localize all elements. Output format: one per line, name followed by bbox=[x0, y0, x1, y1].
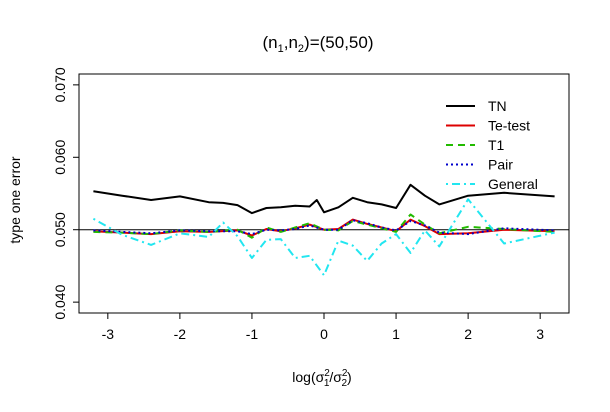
series-line-tn bbox=[93, 183, 555, 215]
x-tick-label: 3 bbox=[536, 326, 544, 342]
series-line-t1 bbox=[93, 213, 555, 239]
series-line-pair bbox=[93, 219, 555, 236]
legend-label-general: General bbox=[488, 176, 538, 192]
legend-label-t1: T1 bbox=[488, 137, 505, 153]
x-axis-label: log(σ2 1/σ2 2) bbox=[292, 368, 351, 389]
chart-title: (n1,n2)=(50,50) bbox=[262, 33, 373, 55]
y-tick-label: 0.040 bbox=[52, 284, 68, 319]
x-tick-label: 1 bbox=[392, 326, 400, 342]
axes: -3 -2 -1 0 1 2 3 0.040 0.050 0.060 0.070 bbox=[52, 67, 570, 342]
legend-label-te-test: Te-test bbox=[488, 118, 530, 134]
legend-label-tn: TN bbox=[488, 98, 507, 114]
x-tick-label: 0 bbox=[320, 326, 328, 342]
x-tick-label: -3 bbox=[102, 326, 115, 342]
legend-label-pair: Pair bbox=[488, 157, 513, 173]
y-tick-label: 0.050 bbox=[52, 212, 68, 247]
x-tick-label: -1 bbox=[246, 326, 259, 342]
plot-area bbox=[79, 183, 569, 277]
x-tick-label: 2 bbox=[464, 326, 472, 342]
y-tick-label: 0.060 bbox=[52, 140, 68, 175]
legend: TN Te-test T1 Pair General bbox=[446, 98, 538, 192]
y-axis-label: type one error bbox=[7, 156, 23, 243]
series-line-general bbox=[92, 198, 555, 277]
x-tick-label: -2 bbox=[174, 326, 187, 342]
y-tick-label: 0.070 bbox=[52, 67, 68, 102]
